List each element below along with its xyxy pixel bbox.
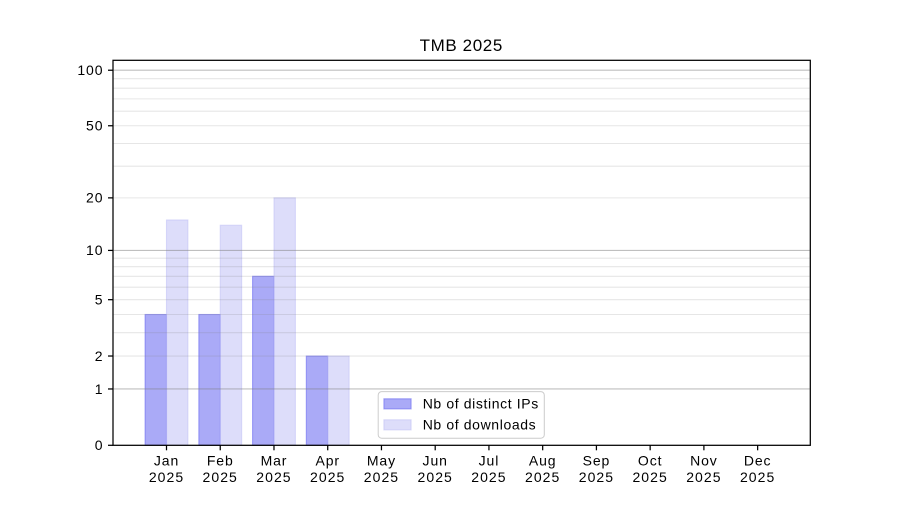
svg-text:Nov: Nov (690, 453, 718, 469)
svg-text:2025: 2025 (579, 469, 614, 485)
svg-text:2: 2 (95, 348, 104, 364)
svg-text:Dec: Dec (744, 453, 772, 469)
svg-text:2025: 2025 (256, 469, 291, 485)
svg-text:2025: 2025 (525, 469, 560, 485)
svg-text:2025: 2025 (364, 469, 399, 485)
svg-text:2025: 2025 (471, 469, 506, 485)
svg-text:2025: 2025 (203, 469, 238, 485)
svg-text:Aug: Aug (529, 453, 557, 469)
svg-text:0: 0 (95, 437, 104, 453)
svg-text:5: 5 (95, 292, 104, 308)
svg-text:2025: 2025 (632, 469, 667, 485)
svg-text:Sep: Sep (583, 453, 611, 469)
svg-text:20: 20 (86, 190, 103, 206)
svg-text:Feb: Feb (207, 453, 234, 469)
svg-text:2025: 2025 (310, 469, 345, 485)
svg-text:50: 50 (86, 118, 103, 134)
svg-text:Mar: Mar (261, 453, 288, 469)
svg-text:2025: 2025 (418, 469, 453, 485)
svg-text:Nb of distinct IPs: Nb of distinct IPs (423, 396, 539, 412)
svg-text:Apr: Apr (315, 453, 340, 469)
svg-text:Jul: Jul (479, 453, 500, 469)
svg-text:2025: 2025 (686, 469, 721, 485)
svg-text:Oct: Oct (638, 453, 662, 469)
svg-text:May: May (367, 453, 396, 469)
svg-text:10: 10 (86, 242, 103, 258)
svg-text:100: 100 (77, 62, 103, 78)
svg-text:Jun: Jun (423, 453, 448, 469)
svg-text:TMB 2025: TMB 2025 (420, 36, 503, 55)
svg-text:2025: 2025 (149, 469, 184, 485)
svg-text:Nb of downloads: Nb of downloads (423, 417, 537, 433)
svg-text:Jan: Jan (154, 453, 179, 469)
svg-text:2025: 2025 (740, 469, 775, 485)
svg-text:1: 1 (95, 381, 104, 397)
